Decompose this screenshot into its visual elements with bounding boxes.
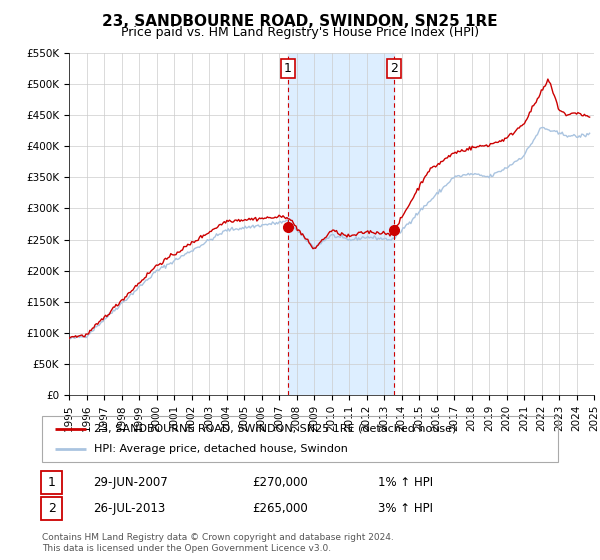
Text: 1% ↑ HPI: 1% ↑ HPI <box>378 476 433 489</box>
Text: Price paid vs. HM Land Registry's House Price Index (HPI): Price paid vs. HM Land Registry's House … <box>121 26 479 39</box>
Text: 1: 1 <box>47 476 56 489</box>
Text: £270,000: £270,000 <box>252 476 308 489</box>
Bar <box>41 472 62 494</box>
Text: 29-JUN-2007: 29-JUN-2007 <box>93 476 168 489</box>
Bar <box>41 497 62 520</box>
Text: 23, SANDBOURNE ROAD, SWINDON, SN25 1RE (detached house): 23, SANDBOURNE ROAD, SWINDON, SN25 1RE (… <box>94 424 456 434</box>
Text: 23, SANDBOURNE ROAD, SWINDON, SN25 1RE: 23, SANDBOURNE ROAD, SWINDON, SN25 1RE <box>102 14 498 29</box>
Text: £265,000: £265,000 <box>252 502 308 515</box>
Text: 2: 2 <box>47 502 56 515</box>
Text: 3% ↑ HPI: 3% ↑ HPI <box>378 502 433 515</box>
Text: 26-JUL-2013: 26-JUL-2013 <box>93 502 165 515</box>
Text: HPI: Average price, detached house, Swindon: HPI: Average price, detached house, Swin… <box>94 444 347 454</box>
Text: Contains HM Land Registry data © Crown copyright and database right 2024.
This d: Contains HM Land Registry data © Crown c… <box>42 533 394 553</box>
Text: 2: 2 <box>390 62 398 74</box>
Text: 1: 1 <box>284 62 292 74</box>
Bar <box>287 53 394 395</box>
